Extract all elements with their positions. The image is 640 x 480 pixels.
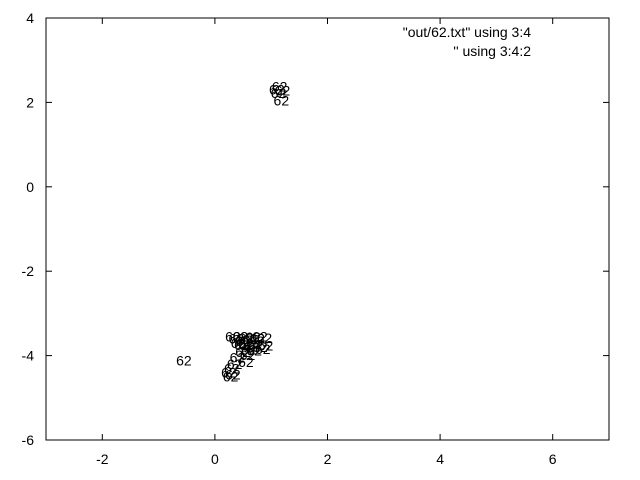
y-tick-label: -6: [22, 432, 35, 448]
y-tick-label: 2: [26, 94, 34, 110]
y-tick-label: 4: [26, 10, 34, 26]
x-tick-label: 0: [211, 451, 219, 467]
point-label: 62: [242, 332, 258, 348]
x-tick-label: 4: [436, 451, 444, 467]
point-label: 62: [235, 333, 251, 349]
point-label: 62: [271, 85, 287, 101]
point-label: 62: [249, 331, 265, 347]
point-label: 62: [234, 337, 250, 353]
point-label: 62: [231, 335, 247, 351]
point-label: 62: [241, 341, 257, 357]
y-tick-label: -4: [22, 348, 35, 364]
point-label: 62: [227, 356, 243, 372]
point-label: 62: [240, 347, 256, 363]
point-label: 62: [269, 82, 285, 98]
x-tick-label: 6: [549, 451, 557, 467]
point-label: 62: [221, 364, 237, 380]
legend: "out/62.txt" using 3:4 '' using 3:4:2: [403, 24, 531, 59]
point-label: 62: [230, 350, 246, 366]
point-label: 62: [238, 354, 254, 370]
legend-entry-label: '' using 3:4:2: [453, 43, 531, 59]
point-label: 62: [248, 337, 264, 353]
plot-frame: [45, 17, 610, 441]
point-label: 62: [235, 344, 251, 360]
point-label: 62: [229, 331, 245, 347]
point-label: 62: [274, 92, 290, 108]
point-label: 62: [232, 329, 248, 345]
point-label: 62: [252, 329, 268, 345]
point-label: 62: [255, 341, 271, 357]
point-label: 62: [176, 353, 192, 369]
point-label: 62: [252, 339, 268, 355]
point-label: 62: [275, 83, 291, 99]
data-points: 6262626262626262626262626262626262626262…: [176, 78, 290, 384]
point-label: 62: [245, 329, 261, 345]
point-label: 62: [238, 336, 254, 352]
point-label: 62: [247, 343, 263, 359]
point-label: 62: [244, 338, 260, 354]
axis-ticks: [46, 17, 609, 441]
axis-tick-labels: -2 0 2 4 6 -6 -4 -2 0 2 4: [22, 10, 557, 467]
point-label: 62: [223, 369, 239, 385]
point-label: 62: [238, 330, 254, 346]
point-label: 62: [225, 367, 241, 383]
point-label: 62: [272, 78, 288, 94]
point-label: 62: [224, 360, 240, 376]
y-tick-label: -2: [22, 263, 35, 279]
legend-entry-label: "out/62.txt" using 3:4: [403, 24, 531, 40]
point-label: 62: [258, 337, 274, 353]
point-label: 62: [225, 329, 241, 345]
y-tick-label: 0: [26, 179, 34, 195]
x-tick-label: -2: [96, 451, 109, 467]
point-label: 62: [257, 330, 273, 346]
x-tick-label: 2: [324, 451, 332, 467]
